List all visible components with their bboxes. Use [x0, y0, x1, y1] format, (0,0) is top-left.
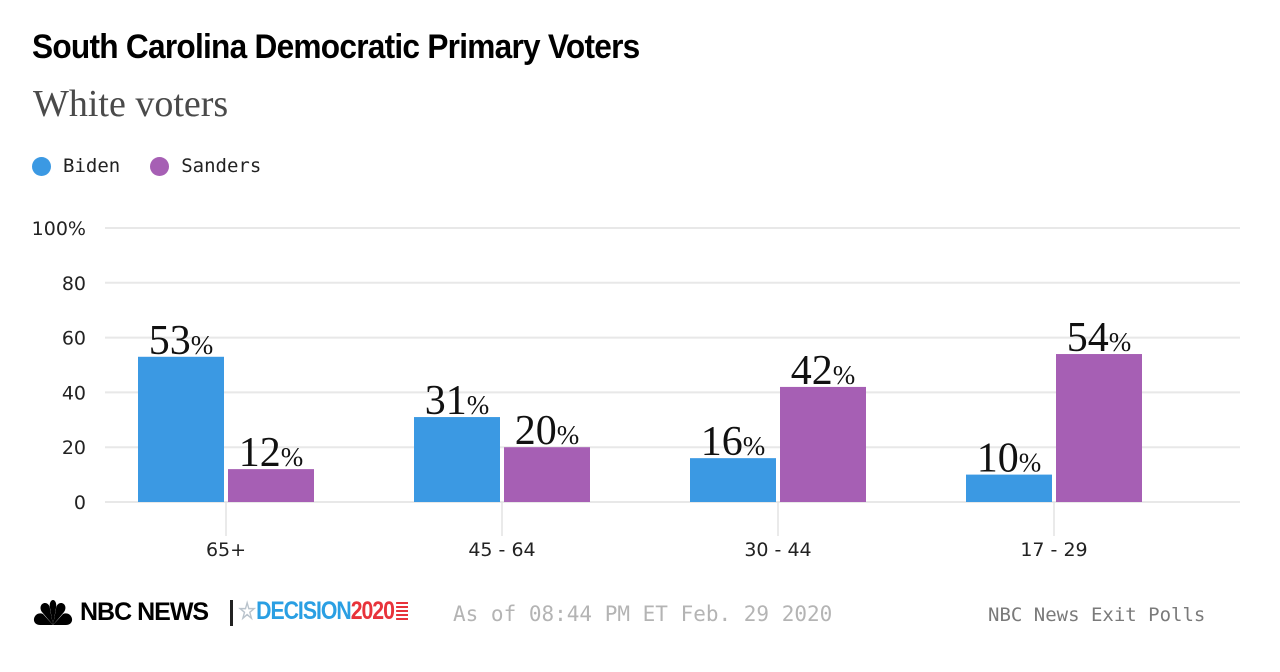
timestamp: As of 08:44 PM ET Feb. 29 2020 — [453, 602, 833, 626]
legend-swatch-biden — [32, 156, 51, 176]
data-label: 53% — [149, 318, 214, 364]
bar-sanders — [504, 447, 590, 502]
data-label: 54% — [1067, 315, 1132, 361]
bar-chart: 0 20 40 60 80 100% 65+ 53% 12% 45 - 64 31% 20% 30 - … — [32, 218, 1240, 561]
star-icon: ☆ — [238, 598, 256, 625]
decision-year: 2020 — [350, 597, 395, 625]
bar-biden — [966, 474, 1052, 502]
y-tick-label: 20 — [62, 437, 86, 459]
legend-item-biden: Biden — [32, 155, 120, 177]
bar-biden — [690, 458, 776, 502]
bar-sanders — [228, 469, 314, 502]
data-label: 12% — [239, 430, 304, 476]
y-tick-label: 40 — [62, 382, 86, 404]
decision-word: DECISION — [256, 597, 352, 625]
chart-subtitle: White voters — [33, 83, 229, 125]
decision-2020-logo: ☆ DECISION 2020 — [238, 597, 409, 626]
data-label: 42% — [791, 348, 856, 394]
x-tick-label: 30 - 44 — [744, 539, 811, 561]
chart-title: South Carolina Democratic Primary Voters — [32, 28, 640, 66]
nbc-news-wordmark: NBC NEWS — [80, 598, 209, 626]
data-label: 16% — [701, 419, 766, 465]
x-tick-label: 65+ — [206, 539, 246, 561]
nbc-news-logo: NBC NEWS — [32, 598, 209, 627]
legend: Biden Sanders — [32, 155, 291, 177]
peacock-icon — [33, 599, 73, 625]
flag-stripes-icon — [396, 601, 409, 622]
logo-divider — [230, 600, 233, 626]
legend-label-sanders: Sanders — [181, 155, 262, 177]
legend-swatch-sanders — [150, 156, 170, 176]
footer: NBC NEWS ☆ DECISION 2020 As of 08:44 PM … — [0, 596, 1280, 632]
y-tick-label: 0 — [74, 492, 86, 514]
x-tick-label: 17 - 29 — [1020, 539, 1087, 561]
source-credit: NBC News Exit Polls — [988, 604, 1206, 626]
legend-item-sanders: Sanders — [150, 155, 261, 177]
data-label: 31% — [425, 378, 490, 424]
bar-biden — [414, 417, 500, 502]
y-tick-label: 100% — [32, 218, 86, 240]
legend-label-biden: Biden — [63, 155, 121, 177]
bar-biden — [138, 356, 224, 502]
bar-sanders — [1056, 354, 1142, 502]
bar-sanders — [780, 386, 866, 502]
y-tick-label: 60 — [62, 328, 86, 350]
y-tick-label: 80 — [62, 273, 86, 295]
x-tick-label: 45 - 64 — [468, 539, 535, 561]
data-label: 10% — [977, 436, 1042, 482]
data-label: 20% — [515, 408, 580, 454]
